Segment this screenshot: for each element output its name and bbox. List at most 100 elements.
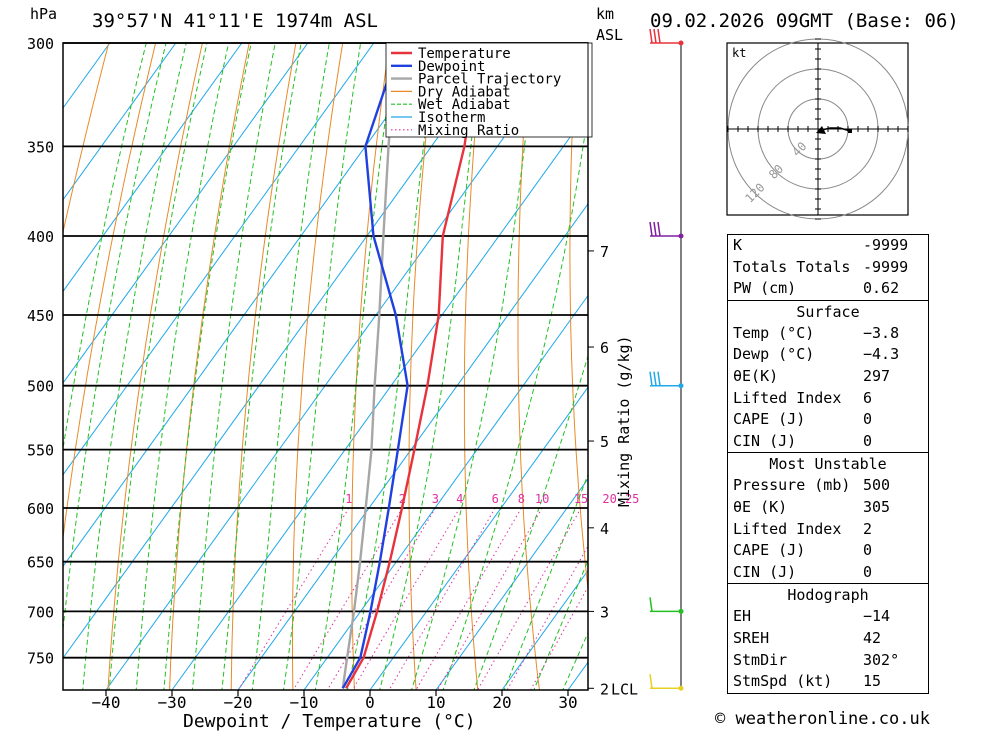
dry-adiabat-line <box>463 43 484 690</box>
pressure-tick-label: 300 <box>27 35 54 53</box>
hpa-unit-label: hPa <box>30 5 57 23</box>
row-value: 6 <box>863 388 873 407</box>
hodograph-table-title: Hodograph <box>728 583 928 606</box>
mixing-ratio-line <box>415 507 522 690</box>
wind-barb <box>649 28 684 46</box>
row-label: Dewp (°C) <box>733 345 815 364</box>
most-unstable-row: θE (K) 305 <box>728 497 928 519</box>
wind-barbs <box>649 28 684 691</box>
row-value: 297 <box>863 366 891 385</box>
surface-row: Lifted Index 6 <box>728 388 928 410</box>
indices-row: Totals Totals -9999 <box>728 257 928 279</box>
hodograph-unit-label: kt <box>732 46 746 60</box>
legend-label: Wet Adiabat <box>418 97 511 113</box>
row-label: K <box>733 236 743 254</box>
mixing-ratio-line <box>506 545 588 690</box>
pressure-tick-label: 700 <box>27 603 54 621</box>
wet-adiabat-line <box>82 43 187 690</box>
mixing-ratio-value-label: 15 <box>574 492 588 506</box>
row-value: 0 <box>863 541 873 560</box>
x-tick-label: −30 <box>158 693 187 712</box>
km-tick-label: 5 <box>600 433 609 451</box>
hodograph-table-row: EH −14 <box>728 606 928 628</box>
isotherm-line <box>63 43 375 476</box>
x-axis-ticks: −40 −30 −20 −10 0 10 20 30 <box>92 690 578 712</box>
x-tick-label: 10 <box>426 693 445 712</box>
row-label: Pressure (mb) <box>733 476 851 495</box>
x-tick-label: 20 <box>492 693 511 712</box>
isotherm-line <box>303 294 588 690</box>
credit-text: © weatheronline.co.uk <box>715 709 930 729</box>
row-value: 500 <box>863 476 891 495</box>
row-label: Lifted Index <box>733 519 842 538</box>
x-axis-label: Dewpoint / Temperature (°C) <box>183 711 476 732</box>
indices-row: K -9999 <box>728 235 928 257</box>
isotherm-line <box>63 43 441 568</box>
parcel-trajectory-profile <box>341 43 399 689</box>
most-unstable-row: CAPE (J) 0 <box>728 540 928 562</box>
dry-adiabat-line <box>669 43 725 693</box>
hodograph-end-marker <box>848 129 852 133</box>
legend-label: Isotherm <box>418 110 485 126</box>
km-tick-label: 2 <box>600 680 609 698</box>
wet-adiabat-line <box>314 43 397 690</box>
km-tick-label: 7 <box>600 243 609 261</box>
x-tick-label: −40 <box>92 693 121 712</box>
row-value: 305 <box>863 497 891 516</box>
row-label: CIN (J) <box>733 562 797 581</box>
wet-adiabat-line <box>191 43 276 690</box>
wind-barb <box>649 371 684 389</box>
dry-adiabat-line <box>951 43 1000 693</box>
dry-adiabat-line <box>63 43 110 235</box>
location-title: 39°57'N 41°11'E 1974m ASL <box>92 10 378 32</box>
surface-title: Surface <box>728 299 928 323</box>
row-value: -9999 <box>863 257 909 276</box>
pressure-tick-label: 450 <box>27 307 54 325</box>
dry-adiabat-line <box>408 43 437 690</box>
wet-adiabat-line <box>473 354 588 690</box>
wet-adiabat-line <box>63 43 167 635</box>
isotherm-line <box>63 43 111 109</box>
indices-row: PW (cm) 0.62 <box>728 278 928 300</box>
most-unstable-title: Most Unstable <box>728 452 928 475</box>
km-tick-label: 3 <box>600 603 609 621</box>
km-axis: 2 3 4 5 6 7 LCL <box>587 43 638 698</box>
wet-adiabat-line <box>63 43 147 452</box>
row-value: 42 <box>863 628 882 647</box>
mixing-ratio-value-label: 3 <box>432 492 439 506</box>
row-value: 0 <box>863 410 873 429</box>
row-value: −3.8 <box>863 323 900 342</box>
isotherm-line <box>501 569 588 690</box>
most-unstable-row: Lifted Index 2 <box>728 519 928 541</box>
isobars <box>62 42 589 691</box>
indices-table: K -9999 Totals Totals -9999 PW (cm) 0.62 Surf… <box>727 234 929 694</box>
row-value: 0.62 <box>863 279 900 298</box>
surface-row: CIN (J) 0 <box>728 431 928 453</box>
row-value: 0 <box>863 562 873 581</box>
wet-adiabat-line <box>163 43 252 690</box>
row-value: 0 <box>863 431 873 450</box>
isotherm-line <box>63 43 507 659</box>
isotherm-line <box>435 478 588 690</box>
mixing-ratio-value-label: 20 <box>602 492 616 506</box>
x-tick-label: 30 <box>558 693 577 712</box>
temperature-profile <box>345 43 481 689</box>
most-unstable-row: Pressure (mb) 500 <box>728 475 928 497</box>
dry-adiabat-line <box>517 43 540 690</box>
mixing-ratio-value-label: 8 <box>518 492 525 506</box>
row-label: EH <box>733 607 752 626</box>
wet-adiabat-line <box>135 43 230 690</box>
row-label: CAPE (J) <box>733 541 806 560</box>
row-label: SREH <box>733 628 770 647</box>
dry-adiabat-line <box>63 43 157 542</box>
x-tick-label: −20 <box>224 693 253 712</box>
profiles <box>341 43 481 689</box>
wet-adiabat-line <box>282 43 362 690</box>
legend-label: Temperature <box>418 46 511 62</box>
dry-adiabat-line <box>107 43 203 690</box>
row-label: CAPE (J) <box>733 410 806 429</box>
isotherm-line <box>237 203 588 690</box>
wet-adiabat-line <box>379 43 484 690</box>
